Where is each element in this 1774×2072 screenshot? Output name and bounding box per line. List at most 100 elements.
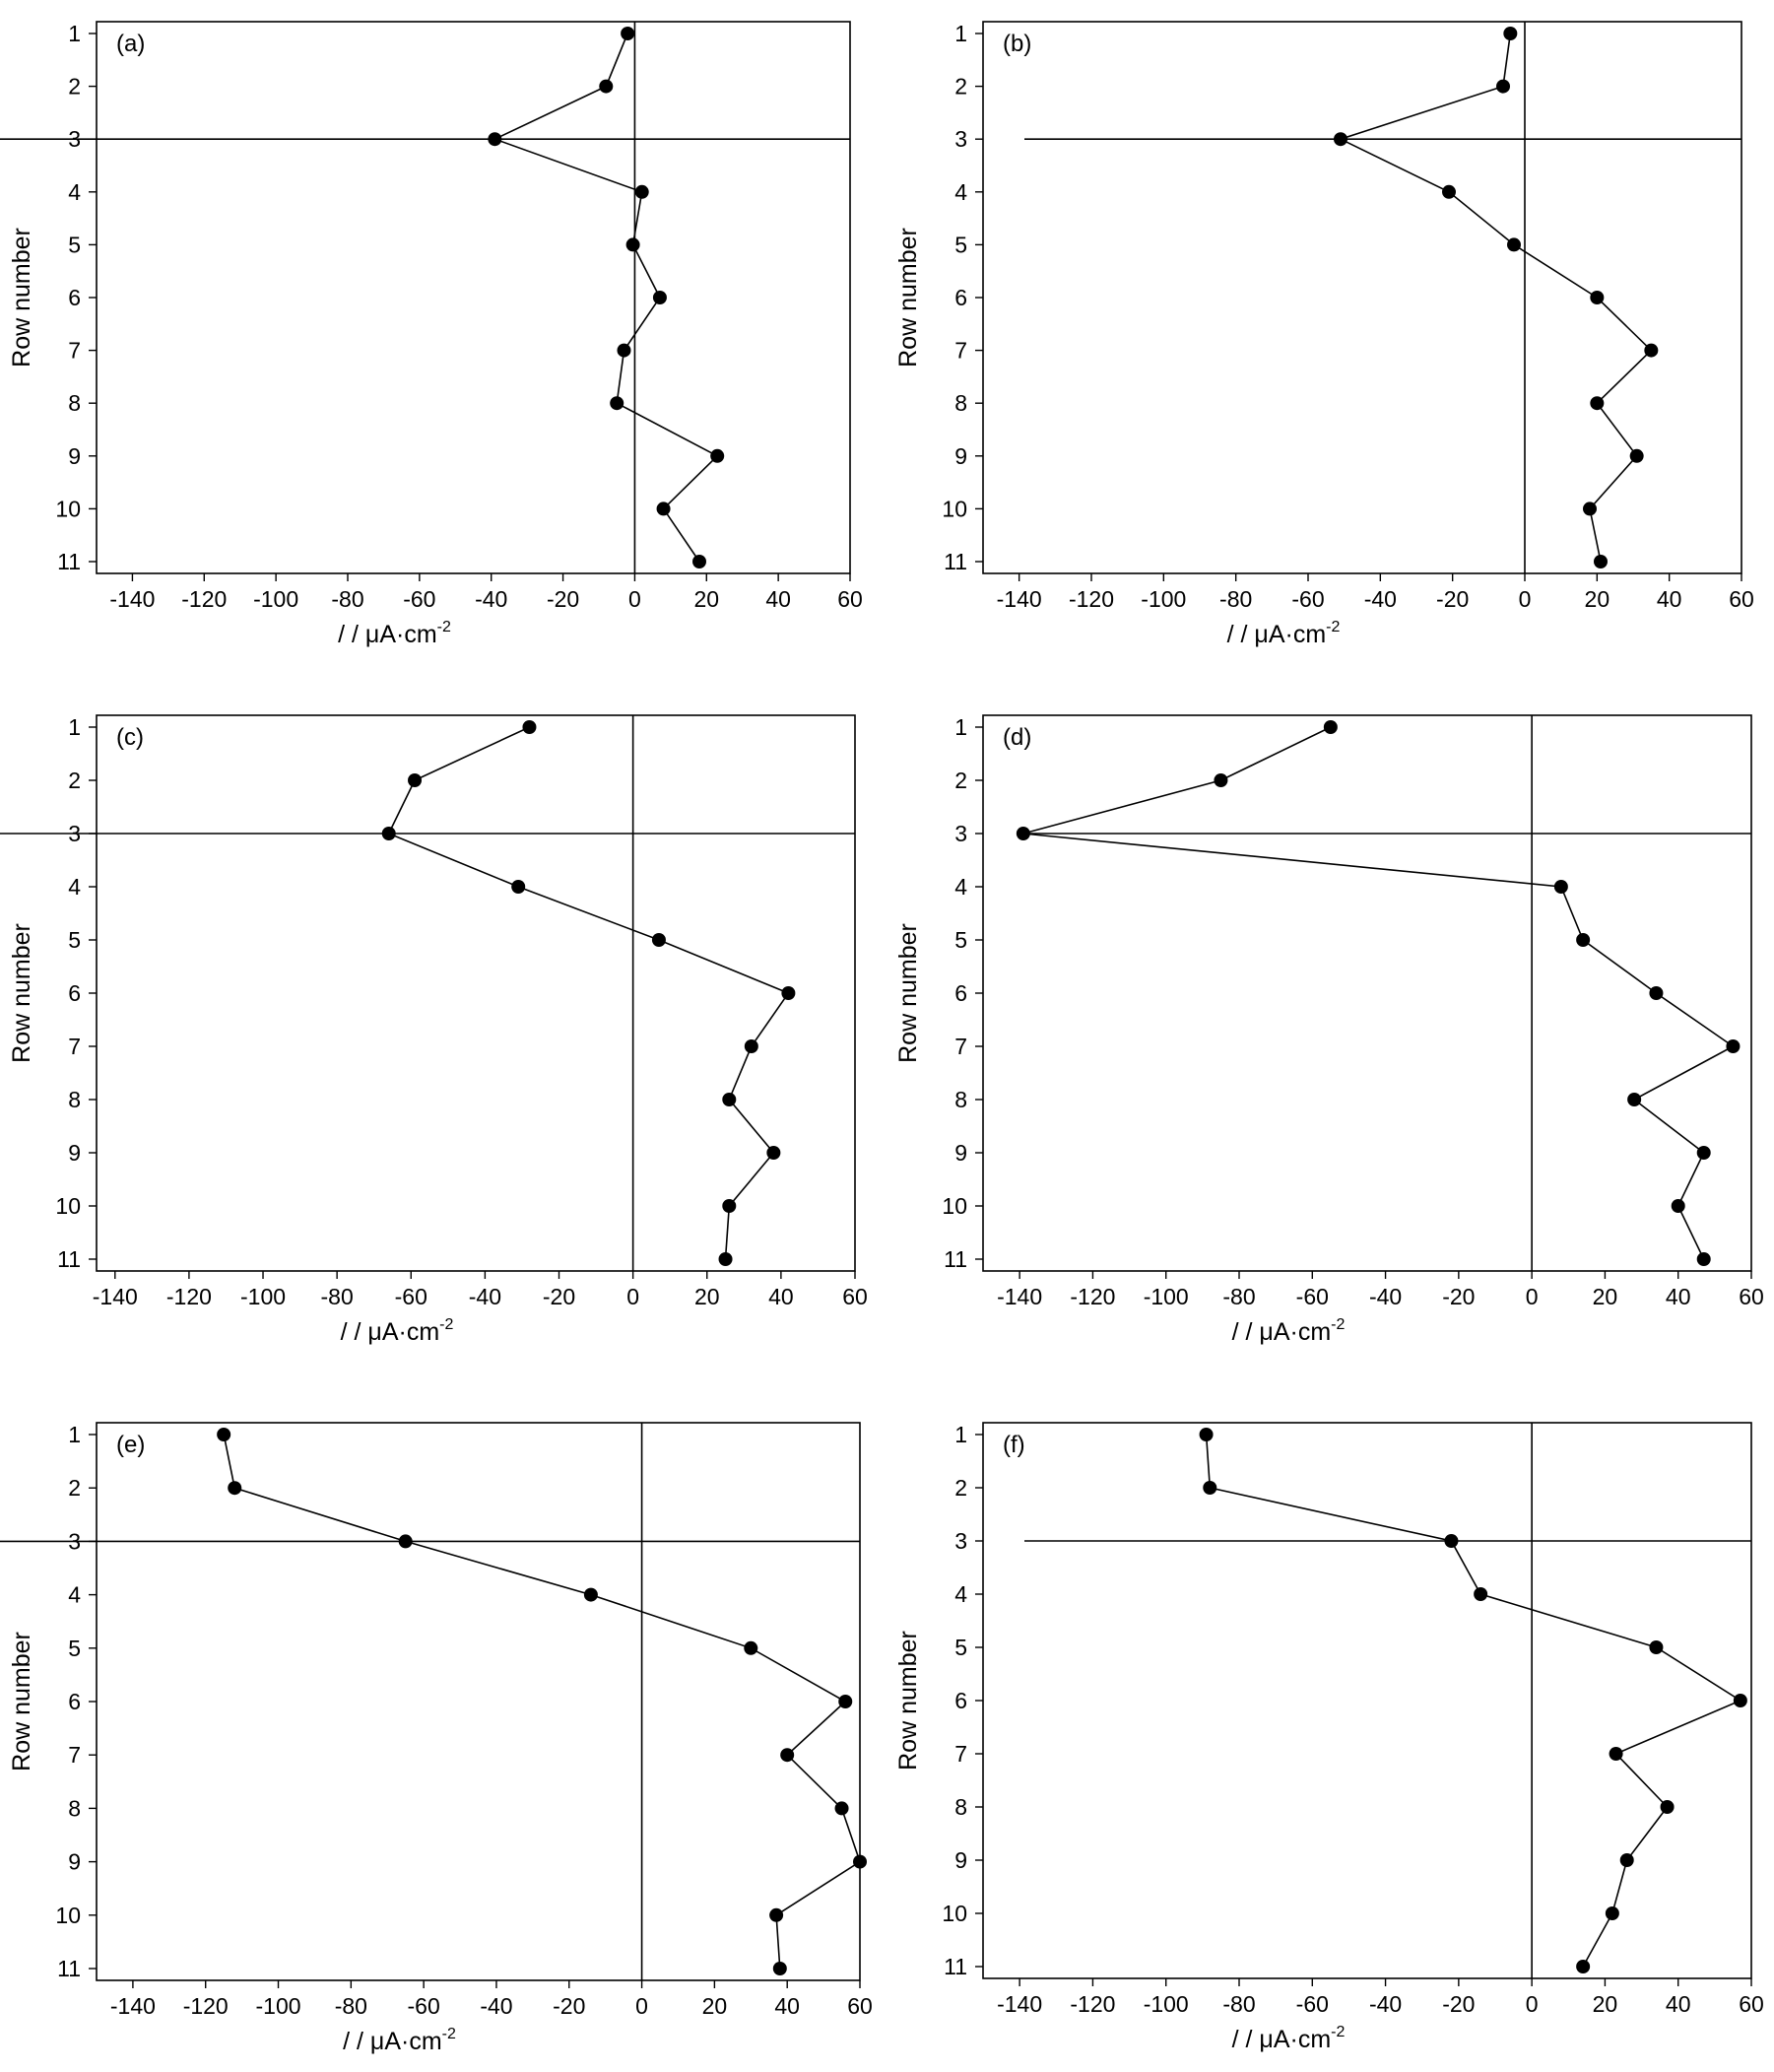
x-axis-label-superscript: -2 xyxy=(1331,2024,1345,2040)
x-axis-label-text: / / μA·cm xyxy=(1232,1318,1332,1346)
y-tick-label: 7 xyxy=(954,1034,967,1059)
x-tick-label: -80 xyxy=(321,1284,354,1309)
y-tick-label: 6 xyxy=(954,980,967,1006)
data-point xyxy=(1507,237,1521,252)
y-tick-label: 5 xyxy=(68,232,81,257)
x-tick-label: -80 xyxy=(335,1993,367,2019)
x-axis-label-text: / / μA·cm xyxy=(338,621,437,648)
x-axis-label-superscript: -2 xyxy=(1331,1316,1345,1333)
data-point xyxy=(710,448,725,463)
x-axis-label-superscript: -2 xyxy=(439,1316,453,1333)
data-point xyxy=(1474,1587,1488,1601)
x-tick-label: -20 xyxy=(1436,586,1469,612)
x-axis-label-superscript: -2 xyxy=(1326,619,1340,635)
data-point xyxy=(744,1640,758,1655)
y-tick-label: 2 xyxy=(68,1475,81,1501)
x-tick-label: 40 xyxy=(765,586,791,612)
x-axis-label: / / μA·cm-2 xyxy=(338,619,451,648)
x-tick-label: -60 xyxy=(403,586,435,612)
x-axis-label-superscript: -2 xyxy=(437,619,451,635)
x-tick-label: 20 xyxy=(1585,586,1610,612)
x-axis-label: / / μA·cm-2 xyxy=(1232,2024,1346,2053)
x-tick-label: 20 xyxy=(694,1284,720,1309)
data-point xyxy=(692,555,706,568)
y-tick-label: 5 xyxy=(954,1635,967,1660)
y-axis-label: Row number xyxy=(894,228,922,368)
y-tick-label: 4 xyxy=(68,1582,81,1608)
data-point xyxy=(1590,291,1605,304)
data-point xyxy=(769,1907,784,1922)
y-tick-label: 3 xyxy=(68,1528,81,1554)
y-tick-label: 8 xyxy=(68,1087,81,1112)
data-point xyxy=(1671,1199,1685,1213)
y-axis-label: Row number xyxy=(894,1631,922,1771)
panel-label: (b) xyxy=(1003,31,1031,57)
y-tick-label: 10 xyxy=(55,496,81,521)
data-point xyxy=(1649,986,1664,1000)
data-point xyxy=(228,1481,242,1496)
panel-label: (e) xyxy=(116,1432,145,1458)
x-tick-label: -120 xyxy=(181,586,227,612)
x-axis-label-text: / / μA·cm xyxy=(341,1318,440,1346)
y-tick-label: 9 xyxy=(68,1849,81,1875)
y-tick-label: 9 xyxy=(954,443,967,469)
data-point xyxy=(651,933,666,947)
data-point xyxy=(1660,1800,1675,1814)
data-point xyxy=(488,132,502,147)
plot-frame xyxy=(96,1422,861,1981)
x-tick-label: -120 xyxy=(166,1284,212,1309)
x-tick-label: 0 xyxy=(628,586,641,612)
y-tick-label: 10 xyxy=(55,1193,81,1219)
x-tick-label: -120 xyxy=(183,1993,229,2019)
plot-frame xyxy=(96,21,851,574)
y-tick-label: 2 xyxy=(68,74,81,100)
y-tick-label: 1 xyxy=(68,21,81,46)
chart-panel: -140 -120 -100 -80 -60 -40 -20 0 20 40 60 1 2 3 4 5 6 7 8 9… xyxy=(0,714,868,1346)
x-axis-label: / / μA·cm-2 xyxy=(343,2026,456,2055)
y-tick-label: 8 xyxy=(954,1794,967,1820)
x-tick-label: 40 xyxy=(1657,586,1682,612)
x-tick-label: 60 xyxy=(1739,1991,1764,2017)
x-tick-label: -40 xyxy=(469,1284,501,1309)
y-tick-label: 3 xyxy=(954,126,967,152)
y-tick-label: 3 xyxy=(68,821,81,846)
y-tick-label: 10 xyxy=(942,1901,967,1926)
x-tick-label: 60 xyxy=(837,586,863,612)
y-tick-label: 4 xyxy=(68,179,81,205)
x-tick-label: 20 xyxy=(1593,1284,1618,1309)
x-tick-label: -120 xyxy=(1070,1284,1115,1309)
panel-label: (d) xyxy=(1003,724,1031,751)
y-tick-label: 7 xyxy=(954,1741,967,1767)
y-tick-label: 9 xyxy=(954,1847,967,1873)
x-tick-label: 40 xyxy=(768,1284,794,1309)
x-tick-label: 0 xyxy=(1519,586,1532,612)
data-point xyxy=(1644,343,1659,358)
x-tick-label: 40 xyxy=(1666,1991,1691,2017)
data-point xyxy=(1726,1039,1741,1053)
y-tick-label: 3 xyxy=(954,821,967,846)
x-axis-label: / / μA·cm-2 xyxy=(1227,619,1341,648)
data-point xyxy=(1627,1093,1642,1106)
y-tick-label: 6 xyxy=(68,1689,81,1714)
data-point xyxy=(217,1428,231,1441)
y-tick-label: 5 xyxy=(68,927,81,953)
x-tick-label: -20 xyxy=(1442,1991,1475,2017)
data-point xyxy=(1576,1960,1591,1973)
x-tick-label: 60 xyxy=(842,1284,868,1309)
data-point xyxy=(1649,1640,1664,1654)
x-tick-label: -140 xyxy=(997,1284,1042,1309)
y-tick-label: 4 xyxy=(954,179,967,205)
y-tick-label: 1 xyxy=(954,1422,967,1447)
data-point xyxy=(1323,720,1338,734)
x-tick-label: -40 xyxy=(1369,1284,1402,1309)
chart-panel: -140 -120 -100 -80 -60 -40 -20 0 20 40 60 1 2 3 4 5 6 7 8 9… xyxy=(0,1422,873,2055)
data-point xyxy=(381,827,396,840)
data-point xyxy=(1444,1534,1459,1548)
y-tick-label: 8 xyxy=(954,1087,967,1112)
data-point xyxy=(610,396,624,411)
data-point xyxy=(1619,1853,1634,1867)
x-tick-label: -140 xyxy=(109,586,155,612)
y-tick-label: 3 xyxy=(68,126,81,152)
data-point xyxy=(583,1587,598,1602)
data-point xyxy=(838,1695,853,1708)
